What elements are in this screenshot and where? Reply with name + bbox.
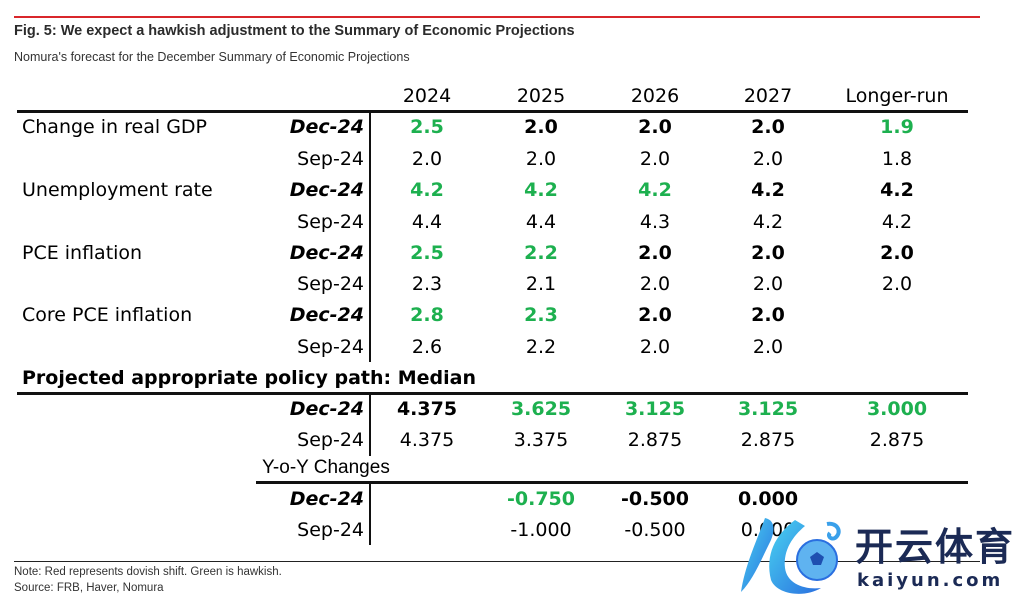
watermark-text-en: kaiyun.com — [857, 570, 1004, 591]
row-label: PCE inflation — [22, 242, 143, 264]
value-cell: 2.1 — [525, 273, 557, 295]
policy-vintage-divider — [369, 394, 371, 456]
policy-section-title: Projected appropriate policy path: Media… — [22, 367, 476, 389]
value-cell: 4.375 — [399, 429, 455, 451]
vintage-label: Sep-24 — [297, 519, 364, 541]
value-cell: 4.2 — [752, 211, 784, 233]
value-cell: 3.000 — [866, 398, 928, 420]
value-cell: 2.0 — [881, 273, 913, 295]
yoy-rule — [256, 481, 968, 484]
value-cell: 4.2 — [524, 179, 558, 201]
vintage-label: Sep-24 — [297, 273, 364, 295]
row-label: Unemployment rate — [22, 179, 213, 201]
vintage-label: Sep-24 — [297, 211, 364, 233]
value-cell: 1.8 — [881, 148, 913, 170]
value-cell: 3.375 — [513, 429, 569, 451]
value-cell: 2.0 — [639, 148, 671, 170]
yoy-section-title: Y-o-Y Changes — [262, 457, 390, 478]
value-cell: 2.0 — [411, 148, 443, 170]
value-cell: 2.0 — [751, 116, 785, 138]
value-cell: -0.500 — [624, 519, 686, 541]
value-cell: 2.0 — [639, 273, 671, 295]
value-cell: 2.2 — [525, 336, 557, 358]
value-cell: 4.2 — [880, 179, 914, 201]
vintage-label: Dec-24 — [289, 179, 364, 201]
value-cell: 4.2 — [638, 179, 672, 201]
value-cell: 2.0 — [638, 242, 672, 264]
value-cell: 2.0 — [752, 336, 784, 358]
value-cell: 2.3 — [411, 273, 443, 295]
value-cell: 2.0 — [752, 273, 784, 295]
vintage-label: Dec-24 — [289, 304, 364, 326]
value-cell: 2.5 — [410, 242, 444, 264]
value-cell: 4.4 — [525, 211, 557, 233]
figure-subtitle: Nomura's forecast for the December Summa… — [14, 50, 410, 64]
value-cell: 2.0 — [880, 242, 914, 264]
value-cell: 3.125 — [737, 398, 799, 420]
col-header-2024: 2024 — [402, 85, 452, 107]
value-cell: 2.875 — [869, 429, 925, 451]
col-header-2026: 2026 — [630, 85, 680, 107]
value-cell: 2.5 — [410, 116, 444, 138]
policy-rule — [17, 392, 968, 395]
value-cell: 2.2 — [524, 242, 558, 264]
value-cell: 2.0 — [638, 116, 672, 138]
value-cell: 3.625 — [510, 398, 572, 420]
value-cell: 2.0 — [752, 148, 784, 170]
col-header-longer-run: Longer-run — [845, 85, 949, 107]
value-cell: 4.2 — [751, 179, 785, 201]
vintage-label: Sep-24 — [297, 148, 364, 170]
value-cell: 2.8 — [410, 304, 444, 326]
watermark-logo-icon — [741, 518, 841, 594]
value-cell: 3.125 — [624, 398, 686, 420]
value-cell: 2.875 — [740, 429, 796, 451]
figure-title: Fig. 5: We expect a hawkish adjustment t… — [14, 23, 575, 39]
vintage-divider — [369, 112, 371, 362]
value-cell: 2.875 — [627, 429, 683, 451]
vintage-label: Sep-24 — [297, 336, 364, 358]
value-cell: 2.0 — [638, 304, 672, 326]
value-cell: -0.750 — [507, 488, 575, 510]
yoy-vintage-divider — [369, 483, 371, 545]
vintage-label: Sep-24 — [297, 429, 364, 451]
row-label: Change in real GDP — [22, 116, 207, 138]
footer-source: Source: FRB, Haver, Nomura — [14, 582, 164, 594]
value-cell: 4.3 — [639, 211, 671, 233]
header-rule — [17, 110, 968, 113]
value-cell: 2.0 — [525, 148, 557, 170]
value-cell: 1.9 — [880, 116, 914, 138]
value-cell: 2.0 — [751, 242, 785, 264]
value-cell: -1.000 — [510, 519, 572, 541]
vintage-label: Dec-24 — [289, 116, 364, 138]
value-cell: 0.000 — [737, 488, 799, 510]
value-cell: 2.0 — [751, 304, 785, 326]
watermark-text-cn: 开云体育 — [855, 525, 1016, 569]
footer-note: Note: Red represents dovish shift. Green… — [14, 566, 282, 578]
top-rule — [14, 16, 980, 18]
vintage-label: Dec-24 — [289, 488, 364, 510]
value-cell: 4.375 — [396, 398, 458, 420]
col-header-2027: 2027 — [743, 85, 793, 107]
footer-rule — [14, 561, 980, 562]
row-label: Core PCE inflation — [22, 304, 193, 326]
value-cell: 4.2 — [410, 179, 444, 201]
value-cell: 2.0 — [639, 336, 671, 358]
vintage-label: Dec-24 — [289, 242, 364, 264]
value-cell: 2.6 — [411, 336, 443, 358]
value-cell: 4.4 — [411, 211, 443, 233]
value-cell: 2.0 — [524, 116, 558, 138]
value-cell: 4.2 — [881, 211, 913, 233]
watermark: 开云体育 kaiyun.com — [735, 510, 1024, 600]
col-header-2025: 2025 — [516, 85, 566, 107]
value-cell: 2.3 — [524, 304, 558, 326]
vintage-label: Dec-24 — [289, 398, 364, 420]
value-cell: -0.500 — [621, 488, 689, 510]
